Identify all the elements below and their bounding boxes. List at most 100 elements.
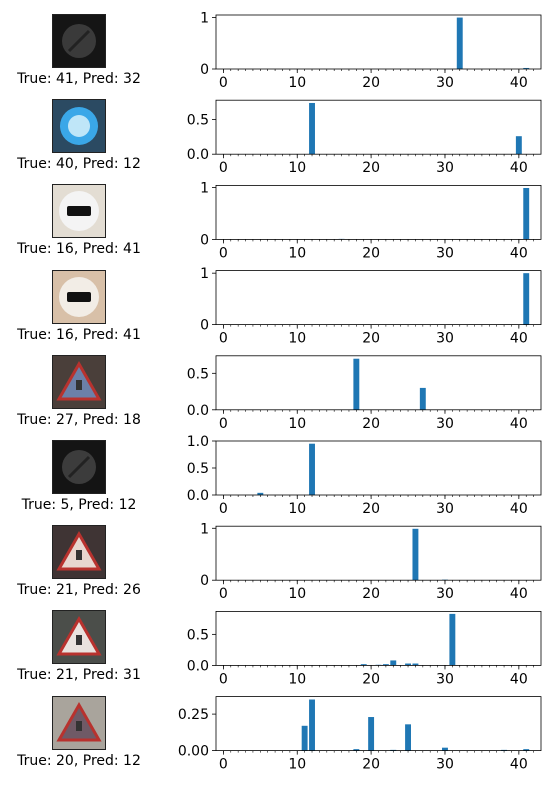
axes-frame [216,441,541,495]
bar [457,18,463,69]
x-tick-label: 20 [362,75,380,91]
x-tick-label: 30 [436,416,454,432]
bar-chart-8: 0 10 20 30 40 0.00 0.25 [178,697,541,773]
x-tick-label: 10 [288,671,306,687]
y-tick-label: 0.0 [187,658,209,674]
y-tick-label: 0.0 [187,147,209,163]
x-tick-label: 30 [436,245,454,261]
bar-chart-0: 0 10 20 30 40 0 1 [200,11,541,91]
bar [368,717,374,751]
bar [523,188,529,239]
bar [516,136,522,154]
bar-chart-4: 0 10 20 30 400.00.5 [187,356,541,432]
x-tick-label: 10 [288,245,306,261]
x-tick-label: 0 [219,75,228,91]
x-tick-label: 30 [436,75,454,91]
bar [412,529,418,580]
row-caption: True: 16, Pred: 41 [0,241,169,257]
x-tick-label: 20 [362,501,380,517]
x-tick-label: 10 [288,331,306,347]
row-caption: True: 5, Pred: 12 [0,497,169,513]
bar [309,103,315,154]
bar [390,660,396,665]
y-tick-label: 1 [200,11,209,27]
x-tick-label: 30 [436,331,454,347]
x-tick-label: 40 [510,757,528,773]
bar-chart-6: 0 10 20 30 4001 [200,521,541,602]
y-tick-label: 1.0 [187,434,209,450]
x-tick-label: 0 [219,757,228,773]
axes-frame [216,611,541,665]
x-tick-label: 10 [288,160,306,176]
y-tick-label: 0 [200,318,209,334]
row-caption: True: 27, Pred: 18 [0,412,169,428]
y-tick-label: 0.0 [187,403,209,419]
y-tick-label: 0.0 [187,488,209,504]
x-tick-label: 10 [288,501,306,517]
y-tick-label: 0.25 [178,707,209,723]
bar-chart-1: 0 10 20 30 40 0.0 0.5 [187,100,541,176]
x-tick-label: 0 [219,586,228,602]
row-caption: True: 21, Pred: 31 [0,667,169,683]
axes-frame [216,15,541,69]
x-tick-label: 30 [436,757,454,773]
bar [309,444,315,495]
row-caption: True: 41, Pred: 32 [0,71,169,87]
bar-chart-3: 0 10 20 30 40 0 1 [200,266,541,346]
bar [302,726,308,751]
x-tick-label: 30 [436,160,454,176]
x-tick-label: 0 [219,160,228,176]
x-tick-label: 10 [288,757,306,773]
axes-frame [216,526,541,580]
x-tick-label: 30 [436,586,454,602]
bar [523,273,529,324]
x-tick-label: 20 [362,245,380,261]
x-tick-label: 0 [219,416,228,432]
x-tick-label: 40 [510,671,528,687]
row-caption: True: 21, Pred: 26 [0,582,169,598]
x-tick-label: 0 [219,331,228,347]
bar [442,748,448,751]
y-tick-label: 0 [200,573,209,589]
x-tick-label: 40 [510,586,528,602]
bar [449,614,455,666]
x-tick-label: 20 [362,586,380,602]
y-tick-label: 0 [200,62,209,78]
x-tick-label: 20 [362,416,380,432]
axes-frame [216,356,541,410]
bar-chart-5: 0 10 20 30 400.00.51.0 [187,434,541,517]
x-tick-label: 20 [362,671,380,687]
bar [353,359,359,410]
axes-frame [216,697,541,751]
bar [420,388,426,410]
x-tick-label: 40 [510,331,528,347]
axes-frame [216,185,541,239]
x-tick-label: 30 [436,501,454,517]
y-tick-label: 1 [200,521,209,537]
y-tick-label: 0.5 [187,627,209,643]
y-tick-label: 1 [200,180,209,196]
x-tick-label: 20 [362,160,380,176]
y-tick-label: 0.5 [187,461,209,477]
bar-chart-2: 0 10 20 30 40 0 1 [200,180,541,261]
bar [309,700,315,751]
y-tick-label: 1 [200,266,209,282]
axes-frame [216,271,541,325]
x-tick-label: 0 [219,245,228,261]
x-tick-label: 40 [510,75,528,91]
x-tick-label: 20 [362,331,380,347]
y-tick-label: 0.5 [187,366,209,382]
x-tick-label: 10 [288,75,306,91]
bar [405,724,411,750]
bar-chart-7: 0 10 20 30 40 0.0 0.5 [187,611,541,687]
y-tick-label: 0 [200,232,209,248]
y-tick-label: 0.5 [187,113,209,129]
row-caption: True: 16, Pred: 41 [0,327,169,343]
x-tick-label: 30 [436,671,454,687]
axes-frame [216,100,541,154]
x-tick-label: 0 [219,671,228,687]
row-caption: True: 20, Pred: 12 [0,753,169,769]
x-tick-label: 20 [362,757,380,773]
y-tick-label: 0.00 [178,744,209,760]
x-tick-label: 40 [510,501,528,517]
